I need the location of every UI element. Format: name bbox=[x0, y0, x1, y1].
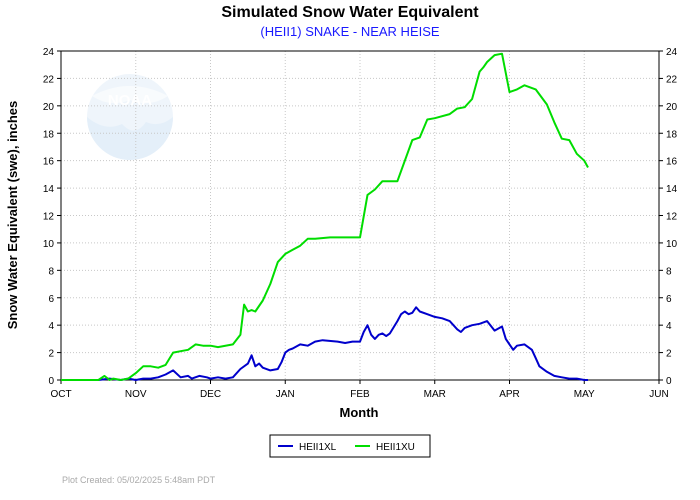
series-lines bbox=[61, 52, 589, 381]
y-tick-label-left: 14 bbox=[43, 184, 55, 195]
x-tick-label: MAY bbox=[574, 389, 595, 400]
y-tick-label-right: 20 bbox=[666, 102, 678, 113]
y-tick-label-right: 2 bbox=[666, 349, 672, 360]
legend-box bbox=[269, 434, 431, 458]
y-tick-label-right: 14 bbox=[666, 184, 678, 195]
y-tick-label-left: 10 bbox=[43, 239, 55, 250]
y-tick-label-right: 24 bbox=[666, 47, 678, 58]
x-tick-label: APR bbox=[499, 389, 520, 400]
chart-title: Simulated Snow Water Equivalent bbox=[221, 4, 479, 21]
y-axis-label: Snow Water Equivalent (swe), inches bbox=[5, 101, 20, 330]
y-tick-label-right: 22 bbox=[666, 74, 678, 85]
x-tick-label: FEB bbox=[350, 389, 370, 400]
x-tick-label: JUN bbox=[649, 389, 668, 400]
y-tick-label-left: 4 bbox=[48, 321, 54, 332]
y-tick-label-left: 18 bbox=[43, 129, 55, 140]
y-tick-label-right: 8 bbox=[666, 266, 672, 277]
y-tick-label-right: 10 bbox=[666, 239, 678, 250]
y-tick-label-right: 0 bbox=[666, 376, 672, 387]
x-tick-label: OCT bbox=[50, 389, 71, 400]
y-tick-label-right: 6 bbox=[666, 294, 672, 305]
y-tick-label-left: 0 bbox=[48, 376, 54, 387]
series-line-heii1xu bbox=[61, 52, 589, 381]
y-tick-label-right: 12 bbox=[666, 212, 678, 223]
y-tick-label-right: 4 bbox=[666, 321, 672, 332]
x-tick-label: DEC bbox=[200, 389, 221, 400]
y-tick-label-right: 16 bbox=[666, 157, 678, 168]
legend-label-heii1xu: HEII1XU bbox=[376, 442, 415, 453]
legend-label-heii1xl: HEII1XL bbox=[299, 442, 337, 453]
y-tick-label-left: 20 bbox=[43, 102, 55, 113]
y-tick-label-left: 16 bbox=[43, 157, 55, 168]
x-tick-label: MAR bbox=[424, 389, 446, 400]
x-tick-label: NOV bbox=[125, 389, 147, 400]
y-tick-label-left: 2 bbox=[48, 349, 54, 360]
chart-subtitle: (HEII1) SNAKE - NEAR HEISE bbox=[260, 24, 439, 39]
y-tick-label-left: 6 bbox=[48, 294, 54, 305]
legend: HEII1XL HEII1XU bbox=[269, 434, 431, 458]
series-line-heii1xl bbox=[61, 306, 588, 381]
x-tick-label: JAN bbox=[276, 389, 295, 400]
noaa-logo: NOAA bbox=[87, 74, 173, 160]
plot-created-footer: Plot Created: 05/02/2025 5:48am PDT bbox=[62, 475, 216, 485]
y-tick-label-left: 22 bbox=[43, 74, 55, 85]
y-tick-label-left: 12 bbox=[43, 212, 55, 223]
y-tick-label-right: 18 bbox=[666, 129, 678, 140]
x-axis-label: Month bbox=[340, 405, 379, 420]
y-tick-label-left: 8 bbox=[48, 266, 54, 277]
y-tick-label-left: 24 bbox=[43, 47, 55, 58]
logo-text: NOAA bbox=[108, 92, 152, 109]
